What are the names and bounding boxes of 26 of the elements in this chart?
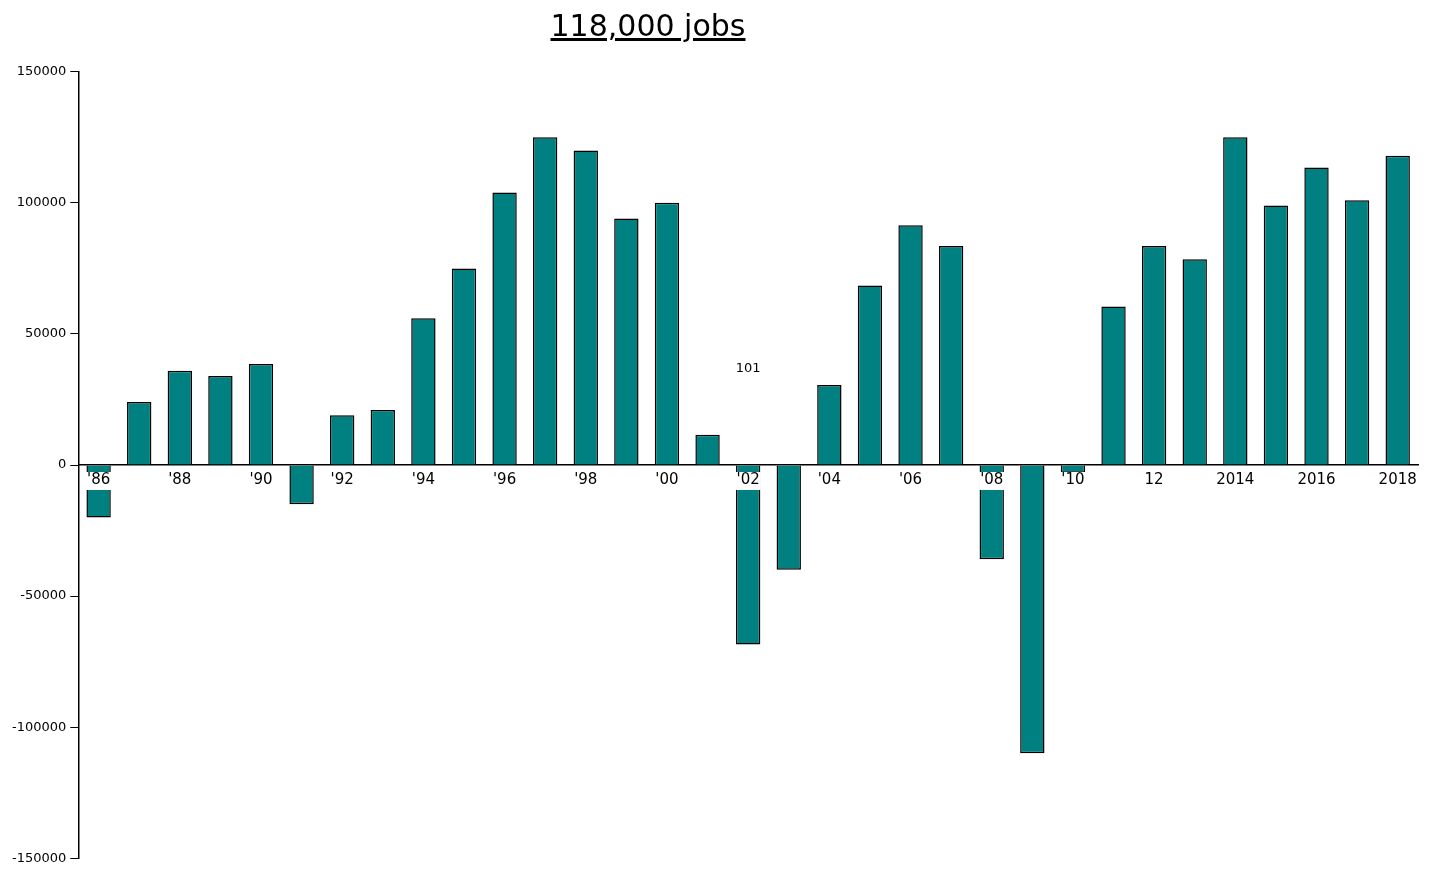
- x-tick-label: '04: [817, 470, 841, 489]
- x-tick-label: 12: [1144, 470, 1164, 489]
- x-tick-label: '02: [736, 470, 760, 489]
- y-tick-label: 150000: [16, 63, 67, 79]
- x-tick-label: '10: [1061, 470, 1085, 489]
- x-tick-label: '86: [87, 470, 111, 489]
- annotation: 101: [735, 359, 761, 375]
- x-tick-label: '98: [574, 470, 598, 489]
- x-tick-label: 2016: [1297, 470, 1336, 489]
- x-tick-label: 2018: [1378, 470, 1417, 489]
- x-tick-label: '06: [898, 470, 923, 489]
- x-tick-label: '08: [980, 470, 1004, 489]
- y-tick-label: 50000: [24, 325, 67, 341]
- y-tick-label: -150000: [11, 849, 67, 865]
- y-tick-label: 100000: [16, 194, 67, 210]
- x-tick-label: 2014: [1216, 470, 1255, 489]
- x-tick-label: '92: [330, 470, 354, 489]
- y-tick-label: -50000: [20, 587, 67, 603]
- x-tick-label: '96: [492, 470, 517, 489]
- chart-title: 118,000 jobs: [549, 8, 747, 45]
- x-tick-label: '88: [168, 470, 192, 489]
- y-tick-label: 0: [58, 456, 67, 472]
- x-tick-label: '00: [655, 470, 679, 489]
- x-tick-label: '94: [411, 470, 435, 489]
- x-tick-label: '90: [249, 470, 273, 489]
- y-tick-label: -100000: [11, 718, 67, 734]
